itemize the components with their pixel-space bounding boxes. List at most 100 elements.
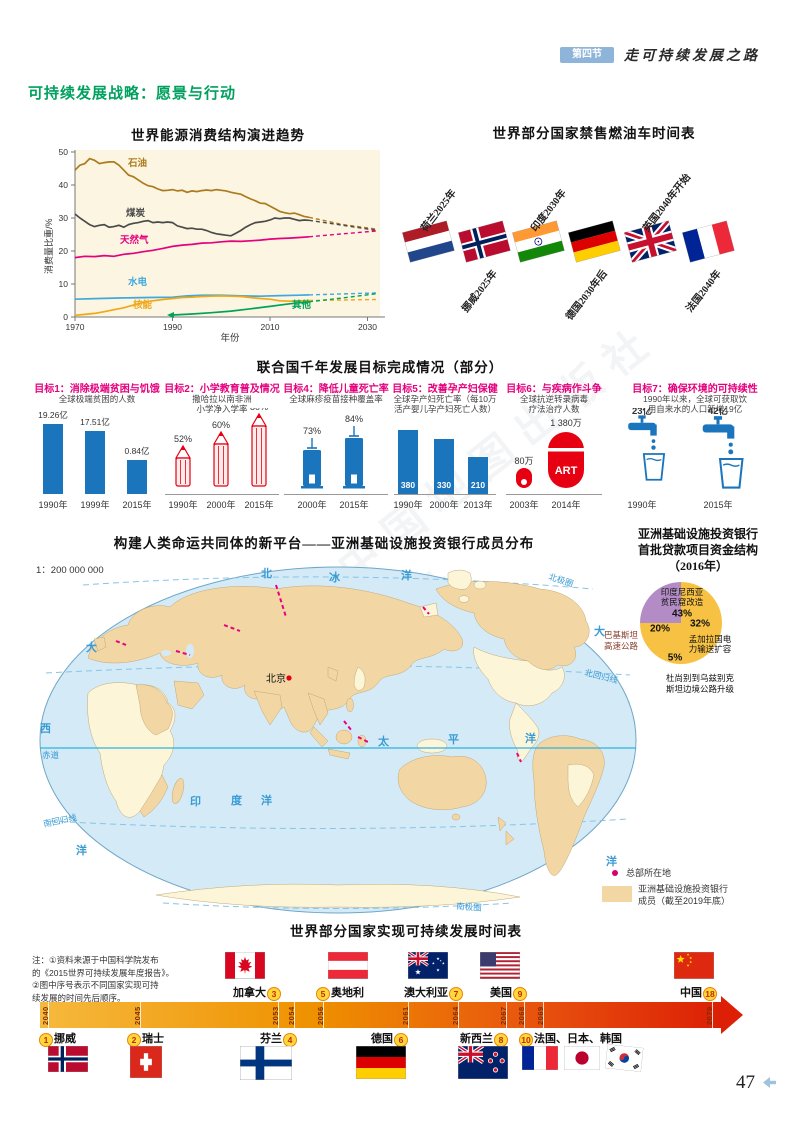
note-line: 续发展的时间先后顺序。: [32, 992, 126, 1003]
bar-value: 17.51亿: [80, 417, 110, 427]
category-label: 2015年: [244, 500, 274, 510]
timeline-country-us: 美国 9: [476, 984, 528, 1001]
goal-title: 目标7：确保环境的可持续性: [632, 384, 758, 395]
philippines: [346, 697, 354, 713]
timeline-country-au: 澳大利亚 7: [382, 984, 464, 1001]
legend-member-label-1: 亚洲基础设施投资银行: [638, 884, 729, 894]
pie-label: 32%: [689, 618, 711, 630]
flag-au-icon: [407, 950, 449, 980]
svg-text:73%: 73%: [303, 426, 321, 436]
java: [327, 748, 351, 760]
antarctic-circle-line: [162, 902, 514, 909]
pie-label: 贫民窟改造: [660, 597, 704, 607]
tick-year-2040: 2040: [41, 1006, 51, 1025]
baseline: [394, 494, 496, 495]
beijing-dot: [286, 675, 292, 681]
category-label: 1990年: [168, 500, 198, 510]
tick-2069: [543, 1002, 545, 1028]
flag-de-icon: [355, 1045, 407, 1080]
map-label: 西: [40, 722, 51, 735]
category-label: 2000年: [206, 500, 236, 510]
tick-2068: [523, 1002, 525, 1028]
mdg-panel: 联合国千年发展目标完成情况（部分） 目标1：消除极端贫困与饥饿 全球极端贫困的人…: [30, 350, 782, 522]
timeline-country-cn: 中国 18: [664, 984, 718, 1001]
mdg-goal-6: 目标6：与疾病作斗争 全球抗逆转录病毒 疗法治疗人数 80万 ART 1 380万…: [504, 380, 604, 512]
svg-text:10: 10: [59, 279, 69, 289]
svg-text:20: 20: [59, 246, 69, 256]
map-label: 洋: [525, 731, 536, 745]
svg-text:1 380万: 1 380万: [550, 418, 582, 428]
order-number: 2: [127, 1033, 141, 1047]
timeline-arrow: 2040 2045 2053 2054 2056 2061 2064 2067 2068 2069…: [40, 1002, 722, 1028]
new-zealand-north: [497, 816, 507, 832]
alaska: [419, 602, 439, 618]
svg-text:40: 40: [59, 180, 69, 190]
page-number-block: 47: [736, 1072, 778, 1094]
faucet-chart: 23亿 42亿: [628, 405, 744, 489]
fuel-ban-item-nl: 荷兰2025年: [401, 188, 459, 270]
faucet-icon: [628, 415, 666, 481]
svg-text:23亿: 23亿: [632, 408, 653, 417]
page-heading: 可持续发展战略：愿景与行动: [28, 85, 237, 102]
timeline-arrowhead: [721, 996, 743, 1034]
tropic-of-capricorn-line: [49, 818, 629, 830]
flag-fr-icon: [681, 220, 735, 263]
southern-africa: [139, 774, 169, 818]
map-label: 南极圈: [456, 901, 482, 913]
note-line: 注：①资料来源于中国科学院发布: [32, 955, 159, 965]
tick-2053: [278, 1002, 280, 1028]
goal-title: 目标4：降低儿童死亡率: [283, 384, 389, 395]
pie-label: 巴基斯坦: [603, 630, 639, 640]
fuel-ban-label: 挪威2025年: [460, 268, 500, 315]
fuel-ban-item-in: 印度2030年: [511, 188, 569, 270]
category-label: 1990年: [38, 500, 68, 510]
aiib-map-panel: 构建人类命运共同体的新平台——亚洲基础设施投资银行成员分布 1：200 000 …: [28, 532, 637, 918]
japan: [353, 666, 366, 691]
category-label: 2003年: [509, 500, 539, 510]
fuel-ban-panel: 世界部分国家禁售燃油车时间表 荷兰2025年 挪威2025年 印度2030年 德…: [398, 122, 790, 334]
order-number: 9: [513, 987, 527, 1001]
svg-text:60%: 60%: [212, 420, 230, 430]
map-label: 大: [86, 640, 97, 654]
svg-text:2010: 2010: [261, 322, 280, 332]
bar: [434, 439, 454, 494]
svg-text:煤炭: 煤炭: [126, 207, 146, 219]
australia: [397, 755, 487, 810]
goal-subtitle: 全球孕产妇死亡率（每10万 活产婴儿孕产妇死亡人数）: [393, 394, 497, 414]
timeline-note: 注：①资料来源于中国科学院发布 的《2015世界可持续发展年度报告》。 ②图中序…: [32, 954, 224, 1004]
svg-text:80万: 80万: [514, 456, 533, 466]
tick-year-2069: 2069: [536, 1006, 546, 1025]
bar: [398, 430, 418, 494]
svg-text:石油: 石油: [127, 157, 147, 169]
page-arrow-icon: [763, 1077, 776, 1088]
flag-ch-icon: [129, 1045, 163, 1079]
category-label: 2015年: [339, 500, 369, 510]
caspian-sea: [186, 644, 194, 658]
sumatra: [309, 726, 329, 748]
baseline: [284, 494, 388, 495]
order-number: 10: [519, 1033, 533, 1047]
tick-2064: [458, 1002, 460, 1028]
flag-no-icon: [47, 1045, 89, 1073]
tick-2079: [711, 1002, 713, 1028]
page-number: 47: [736, 1072, 755, 1093]
map-title: 构建人类命运共同体的新平台——亚洲基础设施投资银行成员分布: [113, 536, 535, 551]
order-number: 18: [703, 987, 717, 1001]
pill-chart: 80万 ART 1 380万: [514, 418, 584, 488]
order-number: 6: [394, 1033, 408, 1047]
flag-at-icon: [327, 951, 369, 980]
pie-label: 杜尚别到乌兹别克: [665, 673, 735, 683]
sustainability-timeline-panel: 世界部分国家实现可持续发展时间表 注：①资料来源于中国科学院发布 的《2015世…: [30, 918, 782, 1094]
svg-text:80%: 80%: [250, 408, 268, 412]
svg-text:42亿: 42亿: [708, 408, 729, 417]
pie-label: 5%: [667, 652, 683, 664]
new-guinea: [416, 738, 448, 754]
category-label: 1999年: [80, 500, 110, 510]
fuel-ban-item-de: 德国2030年后: [564, 220, 622, 323]
tick-2040: [48, 1002, 50, 1028]
bar-value: 210: [470, 480, 486, 490]
section-badge: 第四节: [560, 47, 614, 63]
category-label: 2000年: [297, 500, 327, 510]
